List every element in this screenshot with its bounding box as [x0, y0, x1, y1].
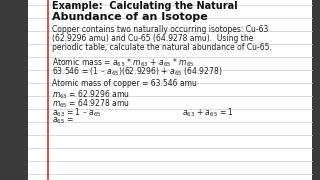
- Text: Abundance of an Isotope: Abundance of an Isotope: [52, 12, 208, 22]
- Text: Example:  Calculating the Natural: Example: Calculating the Natural: [52, 1, 238, 11]
- Text: $m_{65}$ = 64.9278 amu: $m_{65}$ = 64.9278 amu: [52, 97, 130, 110]
- Text: Atomic mass = $a_{63}$ * $m_{63}$ + $a_{65}$ * $m_{65}$: Atomic mass = $a_{63}$ * $m_{63}$ + $a_{…: [52, 56, 195, 69]
- Text: Copper contains two naturally occurring isotopes: Cu-63: Copper contains two naturally occurring …: [52, 25, 268, 34]
- Text: $a_{65}$ =: $a_{65}$ =: [52, 115, 74, 126]
- Text: $a_{63}$ + $a_{65}$ = 1: $a_{63}$ + $a_{65}$ = 1: [182, 106, 234, 119]
- Text: $a_{63}$ = 1 – $a_{65}$: $a_{63}$ = 1 – $a_{65}$: [52, 106, 101, 119]
- Text: Atomic mass of copper = 63.546 amu: Atomic mass of copper = 63.546 amu: [52, 79, 197, 88]
- Text: periodic table, calculate the natural abundance of Cu-65.: periodic table, calculate the natural ab…: [52, 43, 272, 52]
- Text: (62.9296 amu) and Cu-65 (64.9278 amu).  Using the: (62.9296 amu) and Cu-65 (64.9278 amu). U…: [52, 34, 253, 43]
- Bar: [28, 0, 312, 180]
- Text: 63.546 = (1 – $a_{65}$)(62.9296) + $a_{65}$ (64.9278): 63.546 = (1 – $a_{65}$)(62.9296) + $a_{6…: [52, 65, 222, 78]
- Text: $m_{63}$ = 62.9296 amu: $m_{63}$ = 62.9296 amu: [52, 88, 130, 101]
